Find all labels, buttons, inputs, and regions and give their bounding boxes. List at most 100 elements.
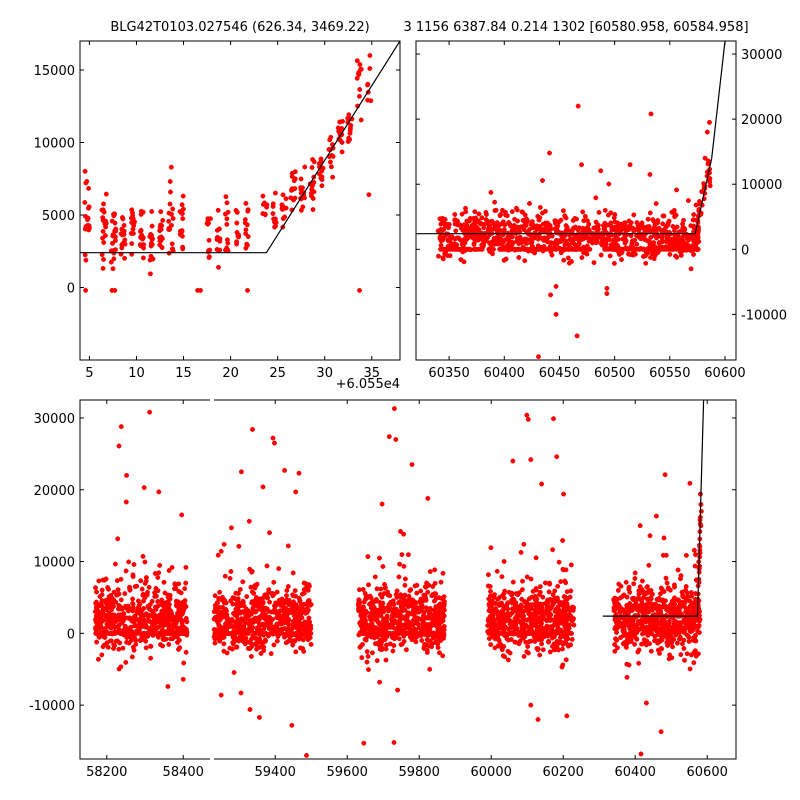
data-point (526, 611, 532, 617)
data-point (298, 645, 303, 651)
data-point (357, 62, 363, 67)
data-point (265, 595, 270, 601)
data-point (651, 240, 657, 246)
data-point (488, 588, 493, 594)
data-point (473, 246, 479, 252)
data-point (264, 606, 270, 612)
data-point (149, 241, 155, 247)
data-point (305, 587, 311, 593)
data-point (648, 234, 654, 240)
data-point (130, 574, 136, 580)
data-point (118, 424, 124, 430)
data-point (555, 223, 561, 228)
data-point (309, 165, 315, 170)
data-point (366, 192, 372, 198)
data-point (660, 552, 666, 558)
data-point (533, 622, 539, 628)
data-point (254, 646, 260, 652)
data-point (519, 587, 525, 593)
y-tick-label: 20000 (741, 113, 782, 128)
data-point (247, 707, 253, 712)
data-point (270, 204, 276, 209)
data-point (166, 210, 172, 216)
data-point (552, 630, 558, 636)
data-point (403, 647, 409, 653)
data-point (409, 637, 415, 643)
data-point (138, 227, 144, 233)
data-point (645, 216, 651, 222)
data-point (636, 660, 642, 666)
data-point (105, 644, 111, 650)
data-point (436, 610, 442, 615)
data-point (212, 630, 218, 636)
data-point (420, 622, 426, 628)
data-point (480, 243, 486, 249)
data-point (365, 97, 371, 103)
data-point (272, 626, 278, 632)
data-point (292, 195, 298, 201)
data-point (150, 611, 156, 617)
model-curve (416, 41, 726, 235)
data-point (613, 246, 619, 252)
data-point (638, 751, 644, 757)
data-point (373, 597, 379, 603)
y-tick-label: -10000 (29, 699, 75, 714)
data-point (463, 226, 469, 232)
y-tick-label: 10000 (34, 556, 75, 571)
data-point (394, 588, 400, 594)
data-point (137, 242, 143, 248)
data-point (516, 641, 522, 647)
data-point (636, 591, 642, 597)
data-point (422, 593, 428, 599)
data-point (509, 234, 515, 240)
data-point (507, 612, 513, 618)
data-point (296, 616, 302, 622)
data-point (215, 207, 221, 213)
data-point (364, 659, 370, 665)
data-point (674, 187, 679, 193)
data-point (364, 649, 370, 655)
data-point (483, 212, 489, 217)
data-point (265, 590, 271, 596)
data-point (673, 212, 679, 218)
data-point (680, 244, 686, 250)
data-point (246, 518, 252, 524)
data-point (179, 233, 185, 239)
data-point (646, 224, 652, 229)
data-point (521, 541, 527, 547)
data-point (120, 216, 126, 222)
data-point (240, 624, 246, 630)
data-point (161, 603, 166, 609)
data-point (514, 207, 520, 213)
data-point (180, 193, 186, 199)
data-point (624, 622, 630, 628)
data-point (149, 209, 155, 214)
data-point (524, 574, 530, 580)
data-point (100, 215, 106, 221)
model-curve (80, 41, 400, 254)
data-point (276, 566, 282, 572)
data-point (152, 604, 158, 610)
x-tick-label: 60000 (471, 765, 512, 780)
data-point (505, 246, 511, 252)
data-point (567, 608, 573, 614)
data-point (367, 614, 372, 620)
data-point (135, 598, 141, 604)
data-point (389, 615, 395, 621)
data-point (707, 119, 712, 125)
data-point (300, 185, 305, 191)
data-point (569, 636, 575, 642)
data-point (347, 130, 353, 136)
data-point (571, 225, 577, 231)
data-point (672, 596, 677, 602)
data-point (683, 552, 689, 558)
data-point (648, 111, 654, 117)
data-point (653, 628, 659, 634)
data-point (670, 644, 675, 650)
data-point (147, 628, 153, 634)
data-point (602, 236, 608, 242)
data-point (166, 641, 172, 647)
data-point (120, 645, 126, 651)
data-point (505, 648, 511, 654)
data-point (282, 634, 287, 640)
